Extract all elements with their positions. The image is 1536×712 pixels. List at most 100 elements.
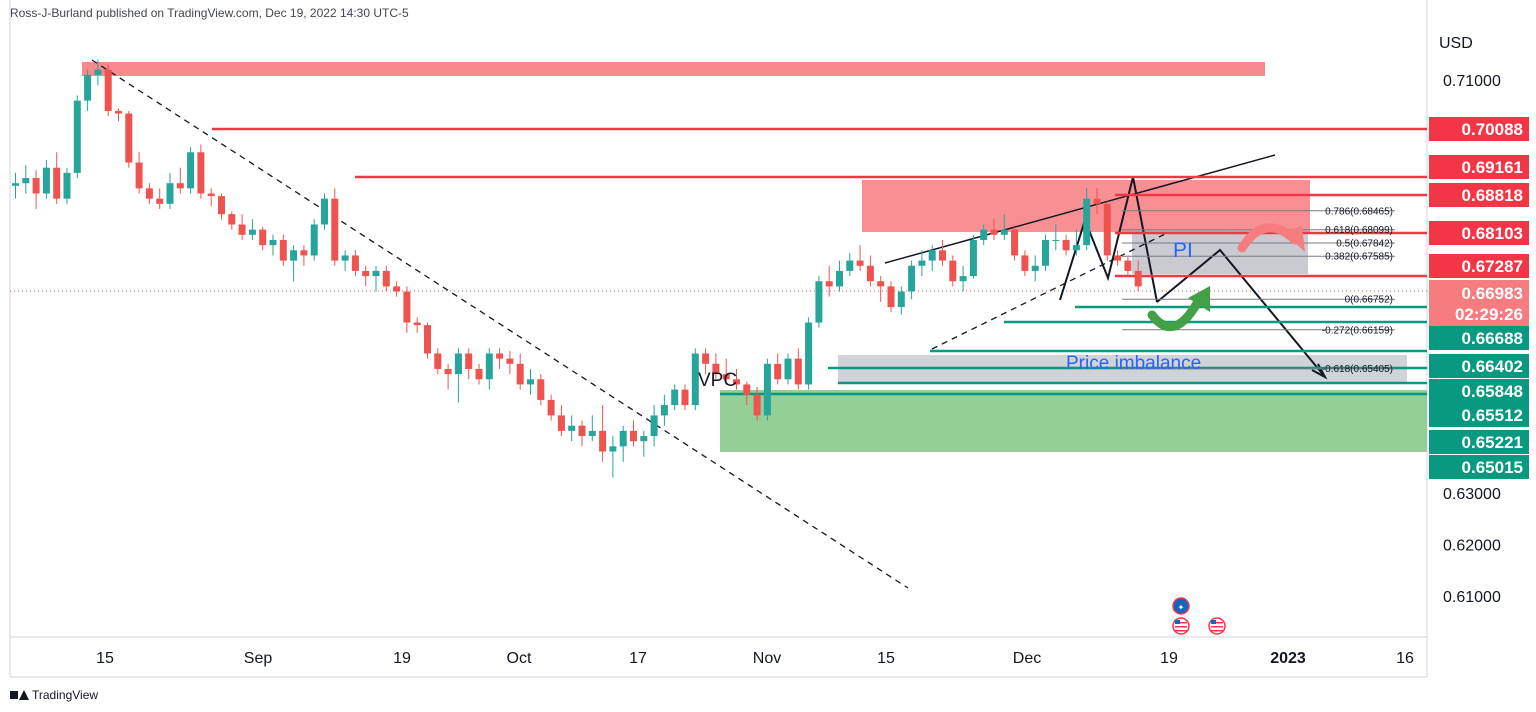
economic-event-icons[interactable]: ✦ (1172, 597, 1226, 635)
candle (763, 358, 771, 421)
fib-label: 0.618(0.68099) (1325, 225, 1393, 236)
candle (733, 368, 740, 390)
candle (393, 281, 401, 297)
candle (784, 353, 792, 385)
demand-zone (720, 390, 1427, 452)
candle (207, 188, 215, 207)
time-tick-label: 17 (629, 650, 647, 667)
price-badge: 0.68818 (1429, 183, 1529, 207)
candle (650, 405, 658, 447)
price-tick-label: 0.61000 (1443, 589, 1501, 606)
candle (63, 167, 71, 204)
fib-label: -0.618(0.65405) (1322, 364, 1393, 375)
current-price-badge: 0.66983 02:29:26 (1429, 280, 1529, 326)
time-tick-label: 2023 (1270, 650, 1306, 667)
candle (547, 394, 555, 421)
candle (609, 436, 617, 478)
footer: TradingView (10, 688, 98, 702)
us-flag-icon (1208, 617, 1226, 635)
candle (248, 219, 256, 240)
candle (640, 430, 648, 457)
candle (135, 152, 143, 194)
candle (959, 265, 967, 292)
time-tick-label: 19 (1160, 650, 1178, 667)
price-badge: 0.66688 (1429, 326, 1529, 350)
price-badge: 0.69161 (1429, 155, 1529, 179)
candle (527, 368, 534, 395)
candle (53, 152, 61, 204)
trendlines (91, 59, 1328, 589)
svg-text:0.67287: 0.67287 (1462, 257, 1523, 276)
fib-level: 0.786(0.68465) (1122, 206, 1395, 217)
price-badge: 0.65512 (1429, 403, 1529, 427)
candle (413, 317, 421, 333)
candle (836, 260, 843, 292)
fib-level: -0.618(0.65405) (1122, 364, 1395, 375)
candle (897, 286, 905, 315)
candle (104, 64, 112, 117)
candle (475, 363, 483, 385)
candle (166, 172, 174, 209)
fib-label: 0.5(0.67842) (1336, 238, 1393, 249)
candle (22, 165, 30, 194)
tradingview-logo-icon (10, 690, 29, 700)
time-tick-label: Sep (244, 650, 273, 667)
candle (856, 245, 864, 271)
candle (197, 144, 205, 199)
candle (990, 219, 998, 240)
candle (877, 276, 885, 302)
candle (753, 387, 761, 421)
brand-label: TradingView (32, 688, 99, 702)
candle (331, 188, 339, 266)
candle (444, 363, 452, 390)
candle (1114, 250, 1122, 266)
fib-label: 0(0.66752) (1345, 295, 1393, 306)
price-badge: 0.67287 (1429, 254, 1529, 278)
svg-text:0.70088: 0.70088 (1462, 120, 1523, 139)
candle (496, 348, 504, 369)
candle (1093, 188, 1101, 215)
candle (1052, 224, 1060, 251)
candle (403, 286, 411, 333)
svg-text:0.68103: 0.68103 (1462, 224, 1523, 243)
svg-text:0.65848: 0.65848 (1462, 382, 1523, 401)
currency-label: USD (1439, 35, 1473, 52)
candle (805, 317, 813, 390)
candle (176, 167, 184, 194)
dashed-downtrend-line (91, 59, 909, 589)
candle (1072, 229, 1080, 256)
candle (279, 234, 287, 266)
candle (382, 265, 390, 292)
candle (238, 214, 246, 240)
candle (969, 234, 977, 279)
fib-label: -0.272(0.66159) (1322, 325, 1393, 336)
svg-text:0.66688: 0.66688 (1462, 329, 1523, 348)
candle (887, 281, 895, 313)
candle (1103, 201, 1111, 261)
candle (599, 405, 607, 462)
time-axis-ticks: 15 Sep 19 Oct 17 Nov 15 Dec 19 2023 16 (96, 650, 1414, 667)
rising-wedge-upper-line (884, 154, 1276, 264)
candle (269, 234, 277, 256)
us-flag-icon (1172, 617, 1190, 635)
candle (259, 227, 267, 251)
candles (12, 59, 1142, 478)
candle (310, 219, 318, 261)
candle (743, 381, 751, 406)
candle (454, 348, 462, 403)
candle (712, 353, 720, 380)
candle (1011, 227, 1019, 261)
candle (691, 348, 699, 411)
price-badge: 0.65221 (1429, 430, 1529, 454)
time-tick-label: 19 (393, 650, 411, 667)
candle (506, 350, 514, 375)
candle (722, 358, 730, 385)
candle (485, 348, 493, 390)
projection-path (1156, 248, 1326, 378)
candle (290, 245, 298, 282)
candle (1062, 234, 1070, 256)
price-tick-label: 0.63000 (1443, 486, 1501, 503)
candle (1134, 260, 1142, 292)
candle (939, 239, 946, 266)
